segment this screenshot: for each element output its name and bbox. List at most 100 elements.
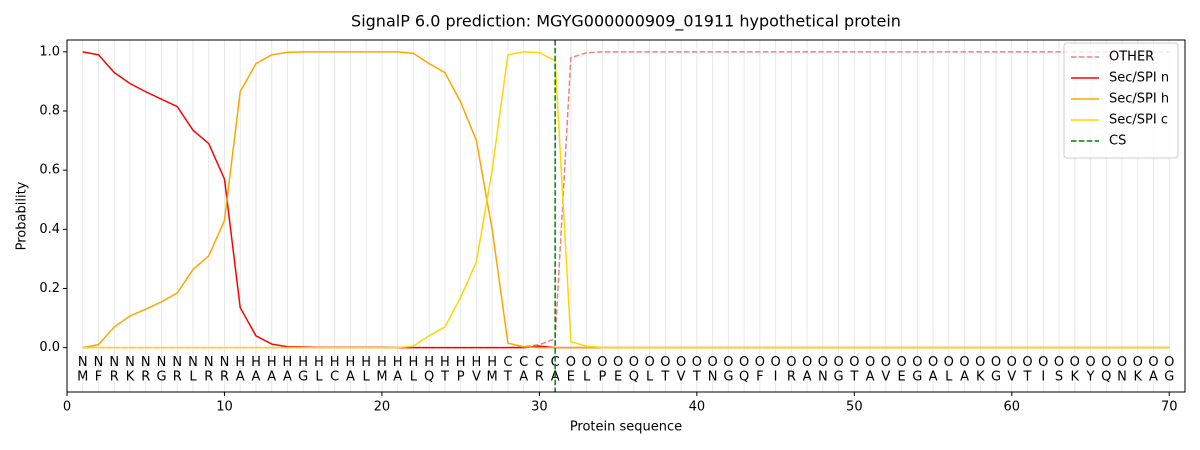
region-label: C [551, 355, 560, 370]
residue-label: E [614, 370, 622, 385]
residue-label: T [1023, 370, 1032, 385]
y-tick-label: 0.6 [39, 163, 60, 178]
region-label: O [928, 355, 938, 370]
residue-label: N [818, 370, 828, 385]
region-label: O [912, 355, 922, 370]
residue-label: G [991, 370, 1001, 385]
residue-label: A [283, 370, 292, 385]
residue-label: E [567, 370, 575, 385]
residue-label: V [1007, 370, 1016, 385]
region-label: H [409, 355, 419, 370]
chart-title: SignalP 6.0 prediction: MGYG000000909_01… [351, 12, 901, 32]
residue-label: A [236, 370, 245, 385]
residue-label: I [1041, 370, 1045, 385]
region-label: O [707, 355, 717, 370]
series-line [82, 51, 1170, 349]
residue-label: V [472, 370, 481, 385]
region-label: H [393, 355, 403, 370]
region-label: N [94, 355, 104, 370]
region-label: O [975, 355, 985, 370]
legend: OTHER Sec/SPI n Sec/SPI h Sec/SPI c CS [1063, 42, 1179, 159]
residue-label: V [677, 370, 686, 385]
residue-label: Q [1101, 370, 1111, 385]
region-label: O [566, 355, 576, 370]
residue-label: T [660, 370, 669, 385]
region-label: H [298, 355, 308, 370]
residue-label: P [457, 370, 465, 385]
y-tick-label: 0.0 [39, 340, 60, 355]
residue-label: M [77, 370, 88, 385]
residue-label: Q [739, 370, 749, 385]
region-label: O [849, 355, 859, 370]
region-label: O [755, 355, 765, 370]
residue-label: A [393, 370, 402, 385]
x-axis-label: Protein sequence [570, 420, 682, 435]
region-label: O [739, 355, 749, 370]
residue-label: R [141, 370, 150, 385]
region-label: O [1038, 355, 1048, 370]
residue-label: L [410, 370, 418, 385]
x-tick-label: 0 [63, 400, 71, 415]
region-label: O [676, 355, 686, 370]
legend-label: OTHER [1109, 50, 1154, 65]
region-label: O [1054, 355, 1064, 370]
region-label: O [786, 355, 796, 370]
region-label: O [802, 355, 812, 370]
residue-label: A [519, 370, 528, 385]
x-tick-label: 20 [374, 400, 391, 415]
residue-label: A [960, 370, 969, 385]
residue-label: M [487, 370, 498, 385]
region-label: H [251, 355, 261, 370]
region-label: N [204, 355, 214, 370]
residue-label: Q [629, 370, 639, 385]
residue-label: A [267, 370, 276, 385]
region-label: H [424, 355, 434, 370]
region-label: N [125, 355, 135, 370]
legend-label: Sec/SPI n [1109, 71, 1169, 86]
residue-label: G [723, 370, 733, 385]
x-tick-label: 10 [216, 400, 233, 415]
region-label: H [456, 355, 466, 370]
region-label: N [78, 355, 88, 370]
residue-label: Q [424, 370, 434, 385]
residue-label: A [1149, 370, 1158, 385]
legend-label: Sec/SPI h [1109, 92, 1169, 107]
region-label: N [141, 355, 151, 370]
residue-label: K [1071, 370, 1080, 385]
residue-label: A [929, 370, 938, 385]
residue-label: R [110, 370, 119, 385]
residue-label: V [881, 370, 890, 385]
y-axis-label: Probability [15, 181, 30, 250]
residue-label: G [834, 370, 844, 385]
region-label: C [519, 355, 528, 370]
region-label: O [1133, 355, 1143, 370]
region-label: H [361, 355, 371, 370]
region-label: H [283, 355, 293, 370]
region-label: O [1101, 355, 1111, 370]
series-line [82, 51, 1170, 349]
residue-label: R [535, 370, 544, 385]
residue-label: A [803, 370, 812, 385]
residue-label: K [126, 370, 135, 385]
region-label: O [959, 355, 969, 370]
residue-label: P [598, 370, 606, 385]
region-label: H [235, 355, 245, 370]
residue-label: E [897, 370, 905, 385]
residue-label: S [1055, 370, 1063, 385]
region-label: N [109, 355, 119, 370]
region-label: O [660, 355, 670, 370]
region-label: H [377, 355, 387, 370]
region-label: O [1007, 355, 1017, 370]
region-label: O [1117, 355, 1127, 370]
residue-label: L [189, 370, 197, 385]
region-label: H [440, 355, 450, 370]
residue-label: G [298, 370, 308, 385]
residue-label: K [1133, 370, 1142, 385]
region-label: O [944, 355, 954, 370]
region-label: H [472, 355, 482, 370]
series-line [82, 51, 1170, 349]
residue-label: T [503, 370, 512, 385]
plot-frame [66, 39, 1186, 393]
residue-label: G [156, 370, 166, 385]
region-label: O [692, 355, 702, 370]
